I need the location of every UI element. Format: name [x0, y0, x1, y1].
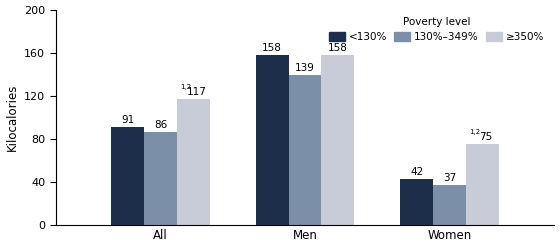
Bar [111, 127, 144, 225]
Bar [177, 99, 210, 225]
Text: 158: 158 [262, 43, 282, 53]
Text: 139: 139 [295, 63, 315, 73]
Text: 37: 37 [443, 173, 456, 183]
Bar [400, 179, 433, 225]
Text: 1,2: 1,2 [180, 84, 191, 90]
Bar [288, 75, 321, 225]
Text: 158: 158 [328, 43, 348, 53]
Bar [144, 132, 177, 225]
Text: 75: 75 [479, 132, 492, 142]
Legend: <130%, 130%–349%, ≥350%: <130%, 130%–349%, ≥350% [329, 17, 544, 42]
Text: 91: 91 [121, 115, 134, 124]
Text: 1,2: 1,2 [469, 129, 480, 135]
Text: 86: 86 [154, 120, 167, 130]
Text: 42: 42 [410, 167, 423, 177]
Bar [466, 144, 498, 225]
Y-axis label: Kilocalories: Kilocalories [6, 83, 18, 151]
Bar [321, 55, 354, 225]
Text: 117: 117 [187, 87, 207, 97]
Bar [256, 55, 288, 225]
Bar [433, 185, 466, 225]
